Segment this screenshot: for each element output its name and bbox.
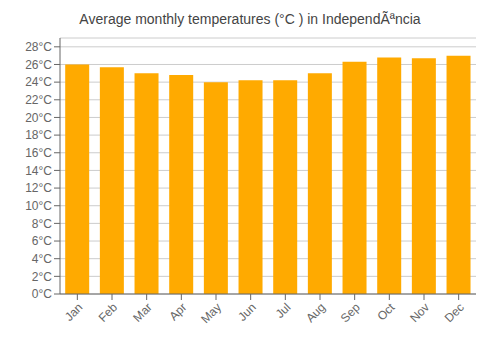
svg-text:May: May bbox=[198, 300, 224, 326]
svg-text:Feb: Feb bbox=[96, 300, 121, 325]
svg-text:8°C: 8°C bbox=[32, 217, 52, 231]
svg-text:2°C: 2°C bbox=[32, 270, 52, 284]
svg-text:Jun: Jun bbox=[235, 300, 259, 324]
svg-text:Jul: Jul bbox=[273, 300, 294, 321]
svg-text:16°C: 16°C bbox=[25, 146, 52, 160]
html-text:Average monthly temperatures (: Average monthly temperatures (°C ) in In… bbox=[79, 11, 421, 27]
svg-text:0°C: 0°C bbox=[32, 287, 52, 301]
svg-text:4°C: 4°C bbox=[32, 252, 52, 266]
svg-text:24°C: 24°C bbox=[25, 75, 52, 89]
svg-text:18°C: 18°C bbox=[25, 128, 52, 142]
svg-text:Jan: Jan bbox=[62, 300, 86, 324]
svg-text:6°C: 6°C bbox=[32, 234, 52, 248]
svg-text:22°C: 22°C bbox=[25, 93, 52, 107]
svg-text:10°C: 10°C bbox=[25, 199, 52, 213]
svg-text:Apr: Apr bbox=[166, 300, 189, 323]
svg-text:Mar: Mar bbox=[130, 300, 155, 325]
svg-text:Oct: Oct bbox=[374, 300, 398, 324]
svg-text:28°C: 28°C bbox=[25, 40, 52, 54]
svg-text:20°C: 20°C bbox=[25, 111, 52, 125]
svg-text:Dec: Dec bbox=[442, 300, 467, 325]
svg-text:26°C: 26°C bbox=[25, 58, 52, 72]
svg-text:Nov: Nov bbox=[407, 300, 432, 325]
svg-text:Sep: Sep bbox=[338, 300, 363, 325]
svg-text:14°C: 14°C bbox=[25, 164, 52, 178]
svg-text:Aug: Aug bbox=[303, 300, 328, 325]
svg-text:12°C: 12°C bbox=[25, 181, 52, 195]
